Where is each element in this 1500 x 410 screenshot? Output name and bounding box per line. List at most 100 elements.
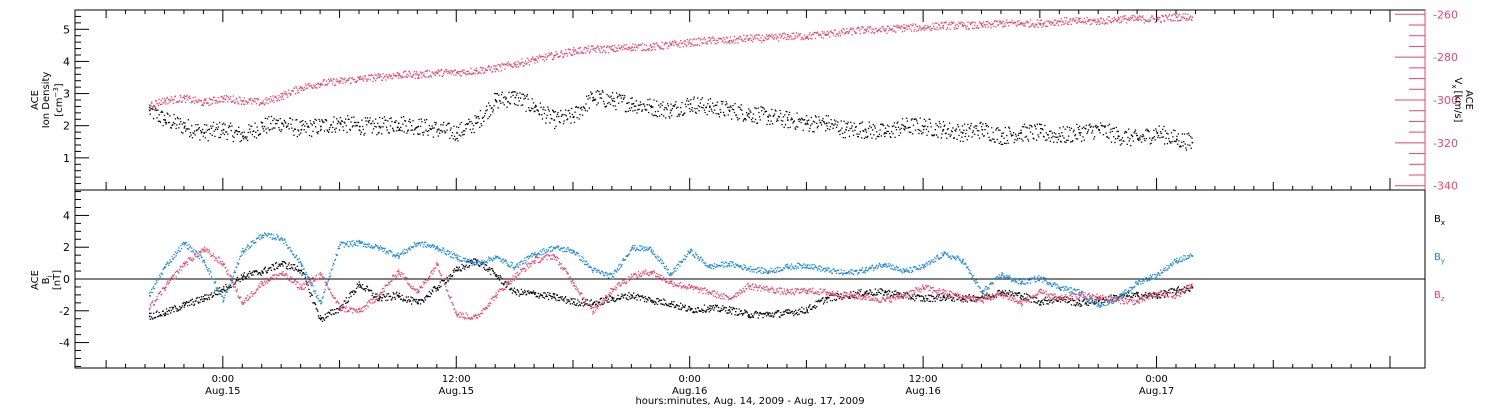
data-point bbox=[787, 35, 789, 38]
data-point bbox=[375, 80, 377, 82]
data-point bbox=[669, 112, 672, 114]
data-point bbox=[477, 72, 480, 74]
data-point bbox=[1074, 20, 1076, 23]
data-point bbox=[933, 25, 935, 27]
data-point bbox=[1131, 15, 1133, 17]
data-point bbox=[684, 306, 686, 308]
data-point bbox=[174, 305, 176, 307]
data-point bbox=[1023, 126, 1025, 128]
data-point bbox=[1091, 19, 1094, 21]
data-point bbox=[814, 307, 817, 309]
data-point bbox=[730, 39, 732, 42]
data-point bbox=[1121, 143, 1123, 145]
data-point bbox=[1048, 299, 1050, 301]
data-point bbox=[729, 36, 731, 38]
data-point bbox=[803, 312, 806, 314]
top-y-tick-label: 3 bbox=[63, 88, 70, 101]
data-point bbox=[1057, 136, 1059, 138]
data-point bbox=[516, 64, 518, 66]
data-point bbox=[484, 112, 486, 115]
data-point bbox=[525, 110, 527, 112]
data-point bbox=[729, 105, 731, 107]
data-point bbox=[741, 38, 743, 40]
data-point bbox=[946, 137, 948, 139]
data-point bbox=[706, 43, 708, 45]
data-point bbox=[1157, 19, 1160, 21]
data-point bbox=[520, 288, 522, 291]
data-point bbox=[377, 73, 379, 75]
data-point bbox=[153, 105, 155, 107]
data-point bbox=[1089, 126, 1092, 128]
data-point bbox=[761, 110, 763, 112]
data-point bbox=[451, 275, 453, 278]
data-point bbox=[963, 123, 966, 125]
data-point bbox=[230, 286, 232, 288]
data-point bbox=[965, 295, 967, 297]
data-point bbox=[266, 132, 268, 134]
data-point bbox=[498, 279, 501, 281]
data-point bbox=[388, 132, 390, 134]
data-point bbox=[677, 106, 679, 108]
data-point bbox=[731, 108, 733, 110]
data-point bbox=[159, 120, 161, 122]
data-point bbox=[204, 298, 206, 300]
data-point bbox=[992, 131, 994, 133]
data-point bbox=[526, 95, 528, 97]
data-point bbox=[854, 126, 857, 128]
data-point bbox=[825, 33, 828, 36]
data-point bbox=[434, 286, 436, 288]
data-point bbox=[389, 295, 392, 298]
data-point bbox=[1052, 135, 1054, 137]
data-point bbox=[443, 130, 445, 132]
data-point bbox=[660, 46, 662, 48]
data-point bbox=[419, 303, 422, 305]
data-point bbox=[299, 272, 301, 274]
data-point bbox=[234, 132, 236, 134]
data-point bbox=[692, 45, 695, 47]
data-point bbox=[1141, 136, 1143, 138]
data-point bbox=[744, 117, 746, 120]
data-point bbox=[880, 30, 882, 33]
data-point bbox=[283, 92, 285, 95]
data-point bbox=[309, 84, 311, 87]
data-point bbox=[448, 122, 450, 124]
data-point bbox=[397, 74, 400, 76]
data-point bbox=[881, 289, 883, 291]
data-point bbox=[409, 73, 411, 75]
data-point bbox=[423, 131, 425, 133]
data-point bbox=[189, 135, 191, 138]
data-point bbox=[803, 308, 805, 310]
data-point bbox=[891, 131, 893, 133]
data-point bbox=[769, 315, 771, 317]
data-point bbox=[171, 306, 173, 308]
data-point bbox=[758, 312, 761, 314]
data-point bbox=[925, 295, 927, 297]
data-point bbox=[853, 30, 855, 32]
data-point bbox=[472, 128, 474, 130]
data-point bbox=[293, 269, 295, 272]
data-point bbox=[611, 45, 614, 47]
data-point bbox=[1100, 122, 1102, 124]
data-point bbox=[987, 132, 989, 134]
data-point bbox=[942, 26, 944, 28]
data-point bbox=[987, 26, 989, 28]
data-point bbox=[1012, 22, 1015, 25]
data-point bbox=[532, 292, 534, 294]
data-point bbox=[1048, 20, 1050, 22]
data-point bbox=[1112, 127, 1114, 130]
data-point bbox=[153, 312, 155, 314]
data-point bbox=[159, 104, 162, 106]
data-point bbox=[547, 106, 549, 108]
data-point bbox=[332, 309, 334, 311]
data-point bbox=[1096, 23, 1098, 26]
data-point bbox=[173, 311, 175, 313]
data-point bbox=[464, 124, 467, 126]
data-point bbox=[1137, 138, 1139, 141]
data-point bbox=[570, 298, 572, 300]
data-point bbox=[442, 74, 444, 77]
data-point bbox=[722, 36, 725, 39]
data-point bbox=[1085, 128, 1087, 130]
data-point bbox=[1013, 295, 1015, 297]
data-point bbox=[238, 278, 241, 280]
data-point bbox=[255, 98, 257, 100]
